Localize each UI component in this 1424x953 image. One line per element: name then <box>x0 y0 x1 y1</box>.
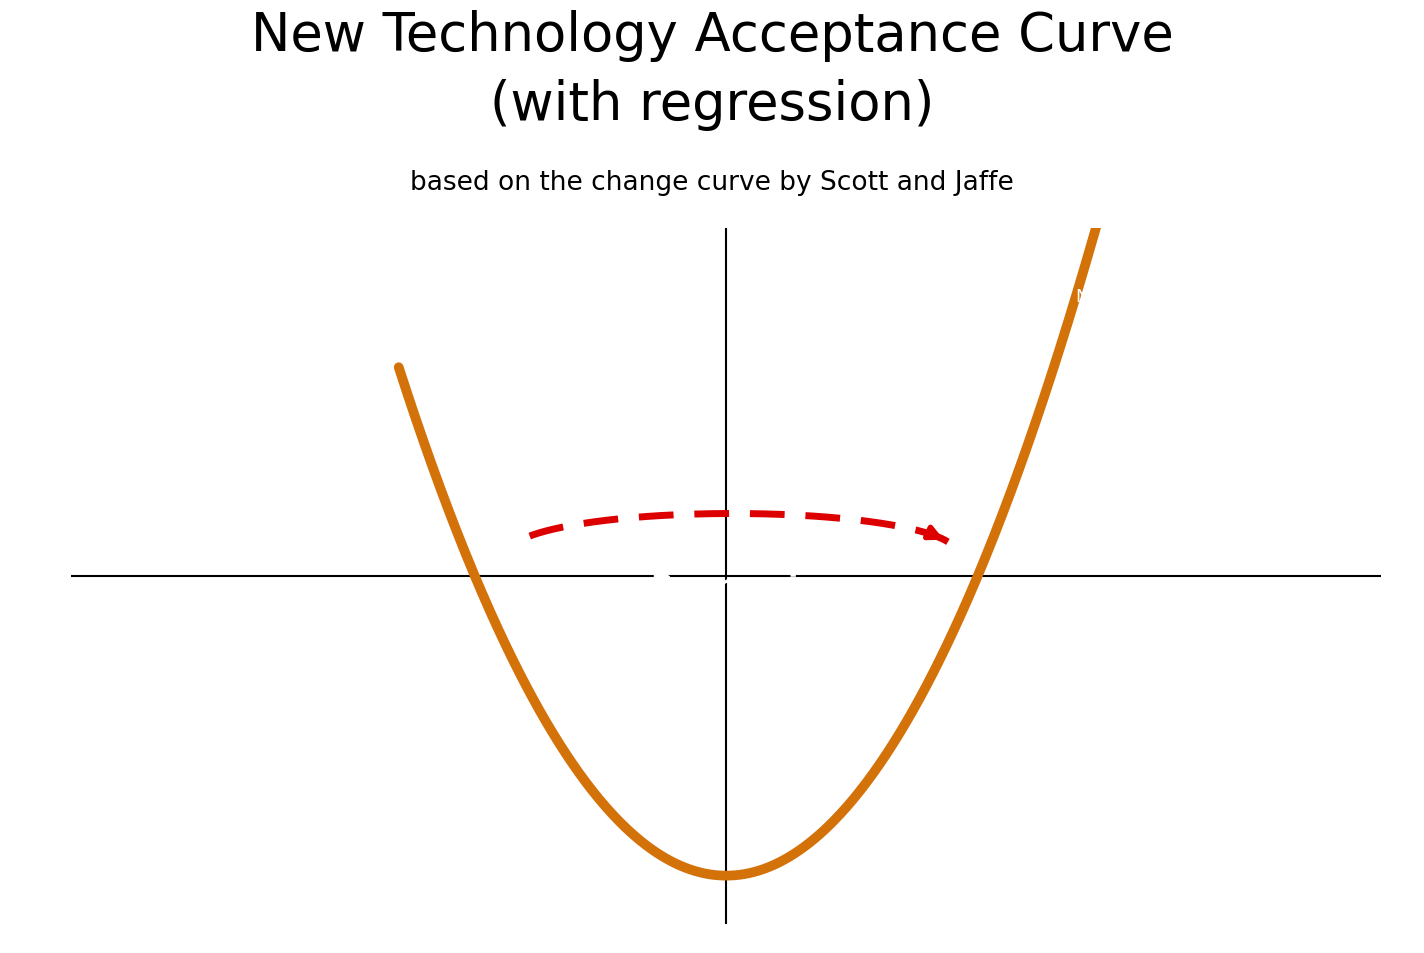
Text: New technology is seen
as a threat to existing
business models.: New technology is seen as a threat to ex… <box>111 618 318 688</box>
Text: New technology tends to
become “the answer” to all
our problems.: New technology tends to become “the answ… <box>1101 618 1341 688</box>
Text: based on the change curve by Scott and Jaffe: based on the change curve by Scott and J… <box>410 170 1014 195</box>
Text: (with regression): (with regression) <box>490 79 934 131</box>
Text: Regression: Regression <box>651 573 842 601</box>
Text: Resistance: Resistance <box>111 587 246 607</box>
Text: New technology is understood
and implemented only when it
adds value.: New technology is understood and impleme… <box>1075 288 1341 357</box>
Text: Commitment: Commitment <box>1180 256 1341 276</box>
Text: New Technology Acceptance Curve: New Technology Acceptance Curve <box>251 10 1173 62</box>
Text: Exploration: Exploration <box>1198 587 1341 607</box>
Text: Denial: Denial <box>111 256 191 276</box>
Text: New technology exists but practical
application is not accepted or
understood.: New technology exists but practical appl… <box>111 288 423 357</box>
